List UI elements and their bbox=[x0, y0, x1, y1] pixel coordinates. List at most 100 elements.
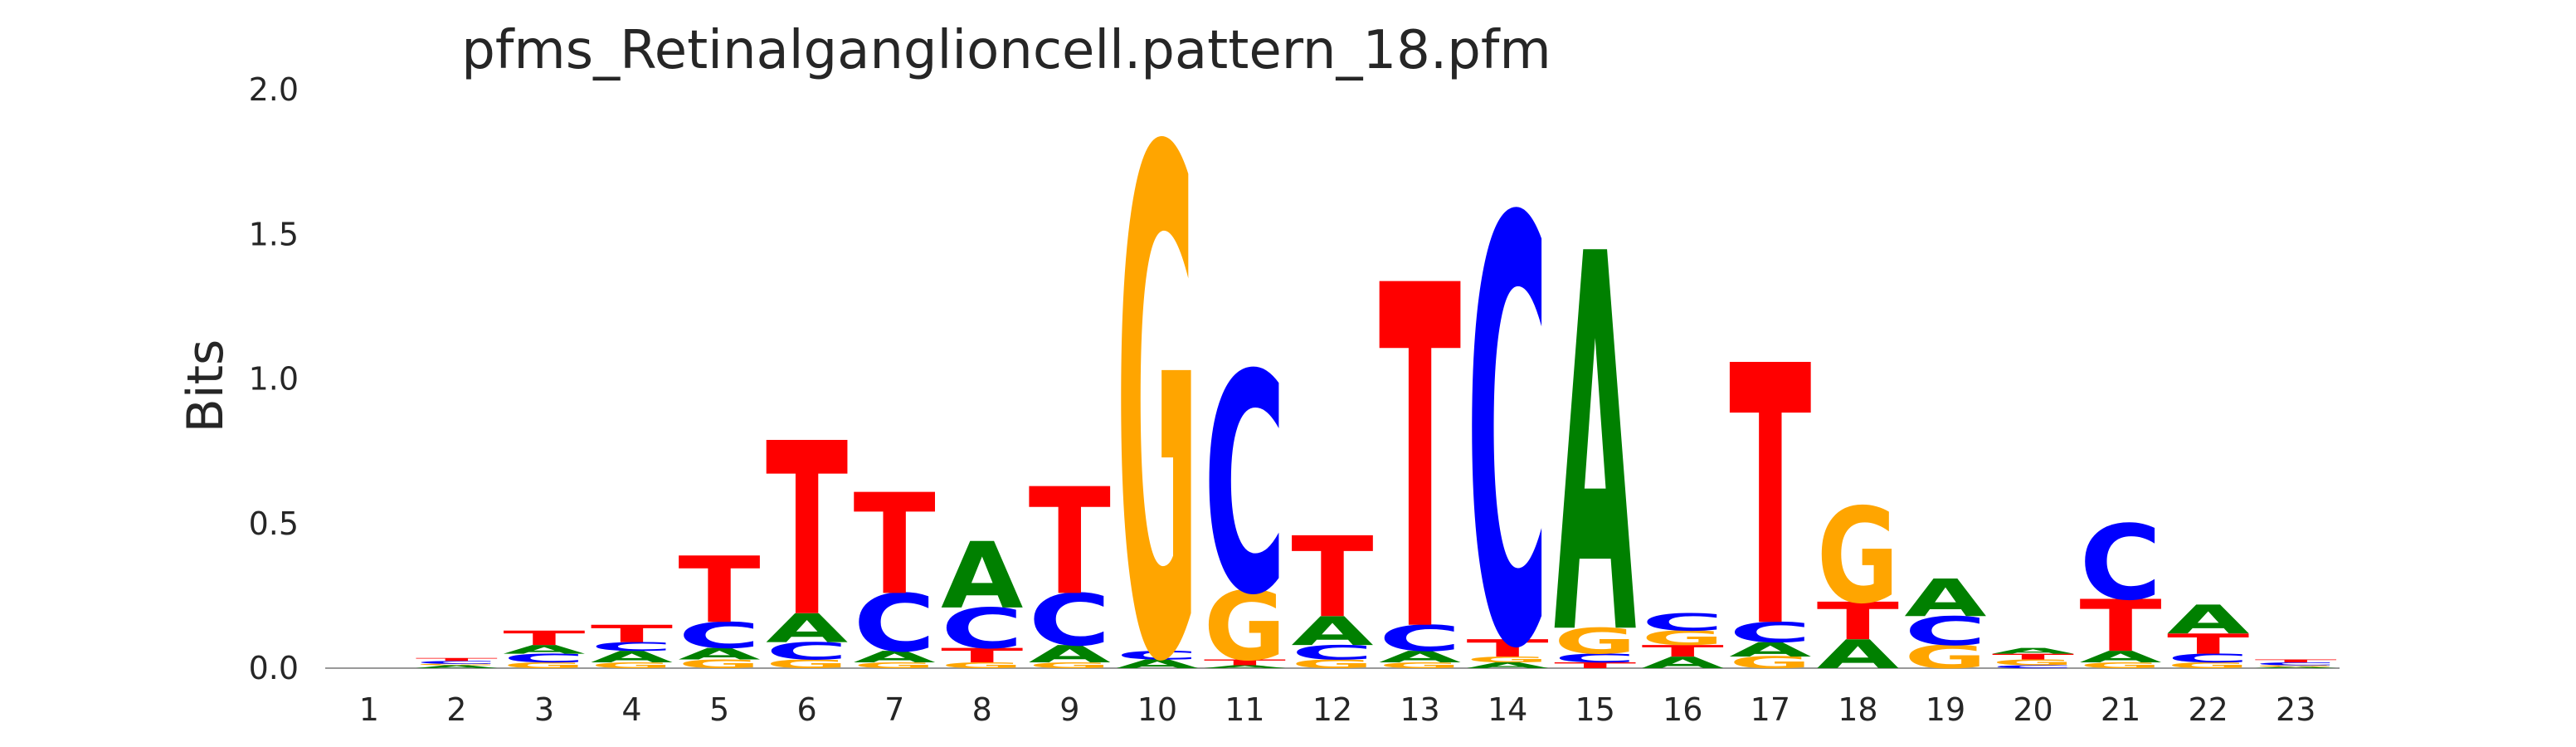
logo-letter-a: A bbox=[1116, 657, 1199, 671]
logo-letter-c: C bbox=[678, 615, 760, 657]
logo-letter-a: A bbox=[1904, 569, 1986, 628]
logo-letter-a: A bbox=[1817, 632, 1899, 678]
y-axis-ticks: 0.0 0.5 1.0 1.5 2.0 bbox=[249, 71, 299, 686]
logo-letter-a: A bbox=[503, 642, 586, 657]
logo-letter-g: G bbox=[2167, 661, 2249, 670]
logo-letter-t: T bbox=[1379, 187, 1462, 736]
logo-letter-g: G bbox=[1992, 658, 2074, 667]
logo-letter-a: A bbox=[1204, 665, 1286, 670]
y-axis-label: Bits bbox=[177, 339, 235, 433]
logo-letter-a: A bbox=[854, 647, 936, 666]
y-tick-label: 1.0 bbox=[249, 361, 299, 398]
logo-letter-c: C bbox=[941, 597, 1023, 662]
logo-letter-c: C bbox=[2079, 504, 2161, 623]
logo-letter-t: T bbox=[1992, 652, 2074, 662]
logo-letter-c: C bbox=[591, 640, 673, 654]
x-tick-label: 9 bbox=[1059, 691, 1079, 728]
logo-letter-g: G bbox=[1204, 571, 1286, 681]
logo-letter-g: G bbox=[1729, 654, 1811, 672]
x-tick-label: 22 bbox=[2188, 691, 2228, 728]
logo-letter-a: A bbox=[1992, 647, 2074, 656]
logo-letter-c: C bbox=[1554, 652, 1636, 666]
logo-letter-t: T bbox=[678, 538, 760, 644]
logo-letter-t: T bbox=[1291, 513, 1373, 642]
logo-letter-c: C bbox=[1291, 641, 1373, 664]
x-tick-label: 10 bbox=[1137, 691, 1177, 728]
logo-letter-g: G bbox=[1379, 661, 1461, 670]
logo-letter-g: G bbox=[1291, 657, 1373, 671]
logo-letter-a: A bbox=[678, 645, 760, 663]
logo-letter-c: C bbox=[1379, 618, 1461, 659]
x-tick-label: 23 bbox=[2276, 691, 2315, 728]
logo-letter-g: G bbox=[1116, 7, 1198, 747]
y-tick-label: 0.0 bbox=[249, 650, 299, 686]
logo-letter-t: T bbox=[1467, 635, 1549, 662]
logo-letter-a: A bbox=[941, 524, 1023, 630]
logo-letter-a: A bbox=[1729, 638, 1811, 662]
logo-letter-g: G bbox=[2255, 665, 2337, 667]
x-tick-label: 4 bbox=[621, 691, 641, 728]
x-tick-label: 3 bbox=[534, 691, 554, 728]
x-tick-label: 15 bbox=[1575, 691, 1615, 728]
logo-letter-g: G bbox=[854, 661, 936, 670]
logo-letter-t: T bbox=[2167, 628, 2249, 661]
logo-letter-t: T bbox=[2079, 585, 2161, 668]
x-tick-label: 2 bbox=[446, 691, 466, 728]
logo-letter-c: C bbox=[1642, 608, 1724, 636]
x-tick-label: 18 bbox=[1838, 691, 1877, 728]
x-tick-label: 12 bbox=[1312, 691, 1352, 728]
x-tick-label: 21 bbox=[2101, 691, 2140, 728]
logo-letter-a: A bbox=[1642, 653, 1724, 671]
logo-letter-t: T bbox=[416, 657, 498, 662]
logo-letter-t: T bbox=[2255, 659, 2337, 664]
y-tick-label: 0.5 bbox=[249, 505, 299, 542]
logo-letter-g: G bbox=[1554, 621, 1636, 662]
x-axis-ticks: 1 2 3 4 5 6 7 8 9 10 11 12 13 14 15 16 17 18 19 20 21 22 23 bbox=[359, 691, 2316, 728]
logo-letter-g: G bbox=[503, 661, 585, 670]
logo-letter-t: T bbox=[1729, 290, 1812, 706]
y-tick-label: 2.0 bbox=[249, 71, 299, 108]
logo-letter-c: C bbox=[1904, 608, 1986, 655]
logo-letter-g: G bbox=[1817, 481, 1899, 633]
logo-letter-t: T bbox=[1554, 661, 1636, 670]
logo-letter-a: A bbox=[591, 647, 673, 666]
logo-letter-t: T bbox=[941, 644, 1023, 667]
logo-letter-a: A bbox=[2255, 666, 2337, 669]
x-tick-label: 1 bbox=[359, 691, 379, 728]
logo-letter-a: A bbox=[416, 665, 498, 670]
logo-letter-t: T bbox=[854, 465, 936, 626]
x-tick-label: 7 bbox=[884, 691, 904, 728]
logo-letter-c: C bbox=[2255, 662, 2337, 666]
logo-letter-c: C bbox=[416, 660, 498, 665]
x-tick-label: 8 bbox=[972, 691, 992, 728]
logo-letter-c: C bbox=[503, 652, 585, 666]
logo-letter-g: G bbox=[591, 661, 673, 670]
logo-letter-t: T bbox=[1642, 642, 1725, 661]
logo-letter-c: C bbox=[1029, 579, 1111, 662]
logo-letter-c: C bbox=[2167, 652, 2249, 666]
x-tick-label: 6 bbox=[797, 691, 817, 728]
logo-letter-g: G bbox=[678, 657, 760, 671]
logo-letter-a: A bbox=[766, 605, 848, 652]
logo-letter-g: G bbox=[416, 663, 498, 666]
x-tick-label: 16 bbox=[1663, 691, 1702, 728]
logo-letter-t: T bbox=[591, 620, 673, 647]
x-tick-label: 14 bbox=[1488, 691, 1527, 728]
x-tick-label: 5 bbox=[709, 691, 729, 728]
logo-letter-c: C bbox=[1116, 648, 1198, 662]
logo-letter-g: G bbox=[766, 657, 848, 671]
logo-letter-g: G bbox=[1904, 639, 1986, 676]
logo-letter-t: T bbox=[1204, 658, 1286, 667]
logo-letter-a: A bbox=[1554, 147, 1637, 747]
logo-letter-c: C bbox=[854, 577, 936, 670]
logo-letter-c: C bbox=[766, 637, 848, 665]
logo-letter-a: A bbox=[1379, 647, 1461, 666]
logo-letter-a: A bbox=[2167, 597, 2249, 643]
logo-letter-t: T bbox=[766, 393, 848, 670]
logo-letter-g: G bbox=[1029, 661, 1111, 670]
logo-letter-t: T bbox=[503, 627, 585, 650]
logo-letter-c: C bbox=[1992, 665, 2074, 670]
logo-letter-g: G bbox=[941, 661, 1023, 670]
